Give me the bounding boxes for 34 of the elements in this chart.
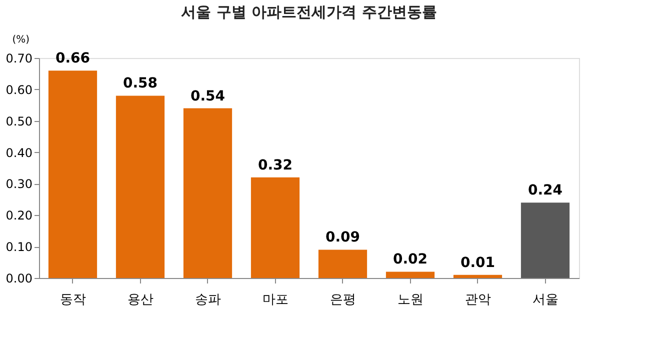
bar [250, 177, 300, 278]
x-tick-label: 마포 [262, 292, 288, 308]
x-tick-label: 동작 [60, 292, 86, 308]
x-tick-label: 용산 [127, 292, 154, 308]
y-tick-label: 0.50 [6, 114, 32, 128]
x-tick-label: 서울 [532, 292, 558, 308]
y-tick-label: 0.60 [6, 82, 32, 97]
x-tick-label: 송파 [194, 292, 221, 308]
bar [116, 96, 165, 278]
y-tick-label: 0.20 [6, 208, 32, 223]
bar [48, 70, 98, 278]
bar [318, 250, 368, 278]
bar [183, 108, 232, 278]
y-axis-title: (%) [12, 34, 30, 46]
y-tick-label: 0.00 [6, 272, 32, 286]
bar [520, 202, 570, 278]
data-label: 0.66 [55, 50, 90, 67]
bar [453, 274, 502, 278]
data-label: 0.58 [122, 76, 158, 92]
y-tick-label: 0.40 [6, 146, 32, 160]
x-tick-label: 노원 [397, 292, 424, 308]
x-tick-label: 관악 [464, 292, 491, 308]
data-label: 0.24 [528, 182, 563, 199]
y-tick-label: 0.70 [6, 52, 32, 66]
y-tick-label: 0.30 [6, 177, 32, 192]
data-label: 0.54 [190, 88, 226, 104]
x-tick-label: 은평 [330, 292, 356, 308]
data-label: 0.09 [325, 230, 360, 246]
bar [386, 272, 435, 278]
y-tick-label: 0.10 [6, 240, 32, 254]
data-label: 0.02 [392, 252, 428, 268]
data-label: 0.01 [460, 254, 496, 271]
chart-title: 서울 구별 아파트전세가격 주간변동률 [181, 3, 437, 21]
data-label: 0.32 [258, 157, 293, 174]
